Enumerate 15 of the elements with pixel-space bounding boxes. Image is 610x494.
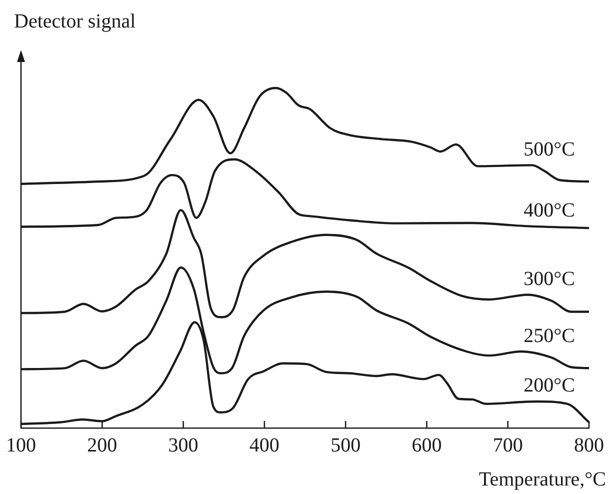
series-label: 200°C <box>524 374 575 397</box>
x-tick-label: 400 <box>249 434 280 456</box>
x-tick-label: 300 <box>168 434 198 456</box>
x-tick-label: 700 <box>492 434 523 456</box>
x-tick-label: 100 <box>6 434 36 456</box>
x-axis-title: Temperature,°C <box>478 468 606 490</box>
x-tick-label: 500 <box>330 434 361 456</box>
y-axis-title: Detector signal <box>14 10 136 32</box>
x-tick-label: 800 <box>574 434 604 456</box>
series-label: 500°C <box>524 138 575 160</box>
x-tick-label: 600 <box>412 434 442 456</box>
x-tick-label: 200 <box>87 434 118 456</box>
series-label: 250°C <box>524 324 575 347</box>
series-label: 400°C <box>524 199 575 222</box>
series-label: 300°C <box>524 268 575 290</box>
